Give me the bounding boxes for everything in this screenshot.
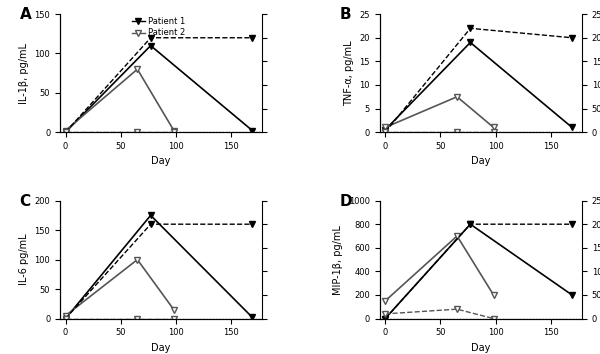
X-axis label: Day: Day (151, 156, 171, 166)
Y-axis label: IL-6 pg/mL: IL-6 pg/mL (19, 234, 29, 285)
X-axis label: Day: Day (151, 343, 171, 353)
X-axis label: Day: Day (471, 156, 491, 166)
Y-axis label: TNF-α, pg/mL: TNF-α, pg/mL (344, 40, 354, 106)
X-axis label: Day: Day (471, 343, 491, 353)
Legend: Patient 1, Patient 2: Patient 1, Patient 2 (129, 13, 188, 41)
Y-axis label: IL-1β, pg/mL: IL-1β, pg/mL (19, 43, 29, 104)
Y-axis label: MIP-1β, pg/mL: MIP-1β, pg/mL (334, 225, 343, 295)
Text: B: B (339, 7, 351, 22)
Text: C: C (20, 194, 31, 209)
Text: A: A (20, 7, 31, 22)
Text: D: D (339, 194, 352, 209)
